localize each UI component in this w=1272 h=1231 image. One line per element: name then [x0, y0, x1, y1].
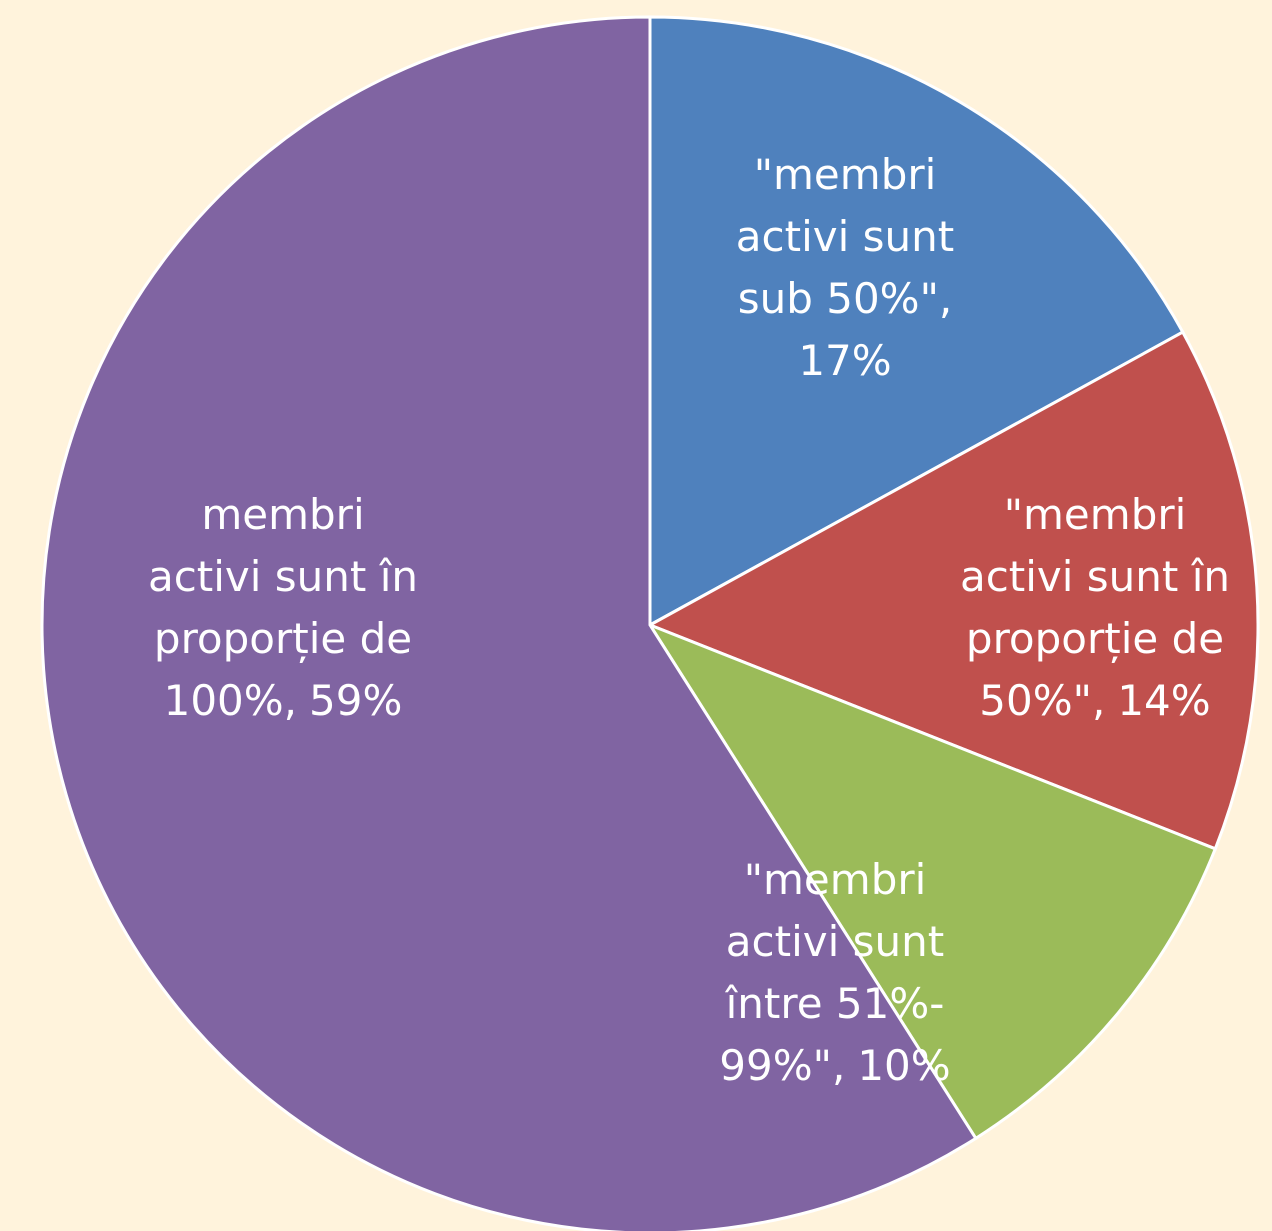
label-line: 100%, — [164, 676, 297, 725]
pie-slice — [646, 621, 1218, 1141]
label-line: între 51%- — [725, 979, 945, 1028]
label-line: sub 50%", — [738, 274, 953, 323]
pie-slice — [648, 15, 1185, 628]
pie-slice — [646, 330, 1260, 851]
label-line: "membri — [744, 855, 927, 904]
slice-label: "membri activi sunt sub 50%", 17% — [736, 150, 954, 385]
label-line: proporție de — [966, 614, 1224, 663]
label-line: activi sunt în — [960, 552, 1230, 601]
value-label: 17% — [798, 336, 891, 385]
slice-label: "membri activi sunt în proporție de 50%", 14… — [960, 490, 1230, 725]
value-label: 14% — [1117, 676, 1210, 725]
value-label: 59% — [309, 676, 402, 725]
pie-slice — [40, 15, 978, 1231]
value-label: 10% — [857, 1041, 950, 1090]
label-line: proporție de — [154, 614, 412, 663]
label-line: 99%", — [719, 1041, 845, 1090]
label-line: activi sunt în — [148, 552, 418, 601]
label-line: "membri — [1004, 490, 1187, 539]
slice-label: membri activi sunt în proporție de 100%, 59% — [148, 490, 418, 725]
slice-label: "membri activi sunt între 51%- 99%", 10% — [719, 855, 950, 1090]
label-line: "membri — [754, 150, 937, 199]
label-line: membri — [201, 490, 364, 539]
label-line: activi sunt — [726, 917, 944, 966]
label-line: activi sunt — [736, 212, 954, 261]
label-line: 50%", — [979, 676, 1105, 725]
